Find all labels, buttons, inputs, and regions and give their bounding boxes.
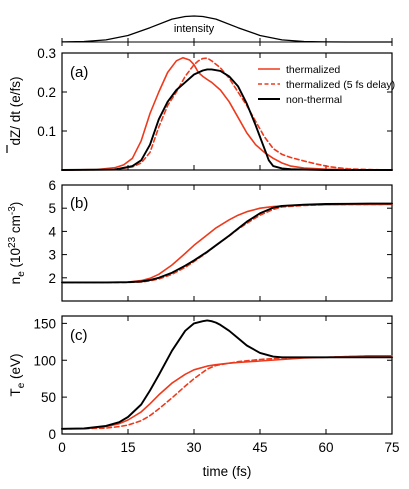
panel-a-ylabel-main: dZ: [8, 130, 23, 146]
svg-text:ne (1023 cm-3): ne (1023 cm-3): [7, 202, 27, 285]
panel-c-label: (c): [70, 327, 88, 344]
panel-b-ylabel-end: ): [8, 202, 23, 207]
y-tick-label: 6: [48, 178, 56, 193]
panel-c-curve-thermalized-delay: [61, 355, 393, 430]
x-tick-label: 15: [120, 440, 135, 455]
panel-a-axes: 0.1 0.2 0.3: [37, 46, 393, 170]
panel-b-curve-thermalized: [61, 203, 393, 284]
panel-b-curve-thermalized-delay: [61, 203, 393, 284]
panel-c-curve-thermalized: [61, 355, 393, 430]
panel-b-ylabel-sub: e: [16, 271, 27, 277]
y-tick-label: 150: [33, 316, 56, 331]
panel-b-ylabel-unit-sup: -3: [7, 206, 18, 215]
x-tick-label: 75: [384, 440, 399, 455]
y-tick-label: 0.2: [37, 85, 56, 100]
panel-a-ylabel-rest: / dt (e/fs): [8, 76, 23, 129]
panel-c-axes: 0 50 100 150 0 15 30 45 60 75: [33, 316, 400, 455]
panel-b-ylabel-sup: 23: [7, 236, 18, 248]
x-axis-label: time (fs): [203, 464, 252, 479]
intensity-annotation: intensity: [174, 23, 215, 35]
panel-c-ylabel-main: T: [8, 388, 23, 396]
panel-c: 0 50 100 150 0 15 30 45 60 75 (c) Te (eV) time (f…: [8, 315, 400, 479]
legend-thermalized-delay-label: thermalized (5 fs delay): [286, 79, 395, 91]
panel-b-axes: 2 3 4 5 6: [48, 178, 393, 301]
y-tick-label: 100: [33, 353, 56, 368]
panel-a-label: (a): [70, 64, 88, 81]
svg-text:dZ/ dt (e/fs): dZ/ dt (e/fs): [8, 76, 23, 145]
panel-c-ylabel-rest: (eV): [8, 353, 23, 382]
panel-c-frame: [61, 315, 393, 435]
legend-non-thermal-label: non-thermal: [286, 94, 342, 106]
y-tick-label: 0.1: [37, 124, 56, 139]
panel-b-frame: [61, 184, 393, 302]
y-tick-label: 0.3: [37, 46, 56, 61]
svg-text:Te (eV): Te (eV): [8, 353, 27, 396]
panel-a-curve-non-thermal: [61, 68, 393, 171]
legend-thermalized-label: thermalized: [286, 64, 340, 76]
x-tick-label: 45: [252, 440, 267, 455]
panel-b-ylabel-mid: (10: [8, 248, 23, 271]
panel-a-legend: thermalized thermalized (5 fs delay) non…: [258, 64, 395, 106]
panel-a-ylabel: dZ/ dt (e/fs): [6, 76, 23, 153]
y-tick-label: 0: [48, 427, 56, 442]
panel-a-frame: [61, 52, 393, 171]
x-tick-label: 60: [318, 440, 333, 455]
panel-b-ylabel: ne (1023 cm-3): [7, 202, 27, 285]
x-tick-label: 30: [186, 440, 201, 455]
panel-a-curve-thermalized: [61, 56, 393, 171]
panel-b-ylabel-unit: cm: [8, 215, 23, 237]
panel-c-curve-non-thermal: [61, 319, 393, 430]
y-tick-label: 4: [48, 224, 56, 239]
panel-c-ylabel-sub: e: [16, 382, 27, 388]
y-tick-label: 5: [48, 201, 56, 216]
panel-c-ylabel: Te (eV): [8, 353, 27, 396]
panel-b-curve-non-thermal: [61, 202, 393, 284]
panel-a-curve-thermalized-delay: [61, 57, 393, 171]
y-tick-label: 50: [41, 390, 56, 405]
panel-a: 0.1 0.2 0.3 (a) thermalized thermalized (5…: [6, 46, 395, 171]
intensity-curve: [61, 15, 393, 43]
panel-b-label: (b): [70, 195, 88, 212]
y-tick-label: 2: [48, 271, 56, 286]
y-tick-label: 3: [48, 248, 56, 263]
panel-b-ylabel-main: n: [8, 277, 23, 285]
intensity-panel: intensity: [61, 15, 393, 46]
x-tick-label: 0: [58, 440, 66, 455]
